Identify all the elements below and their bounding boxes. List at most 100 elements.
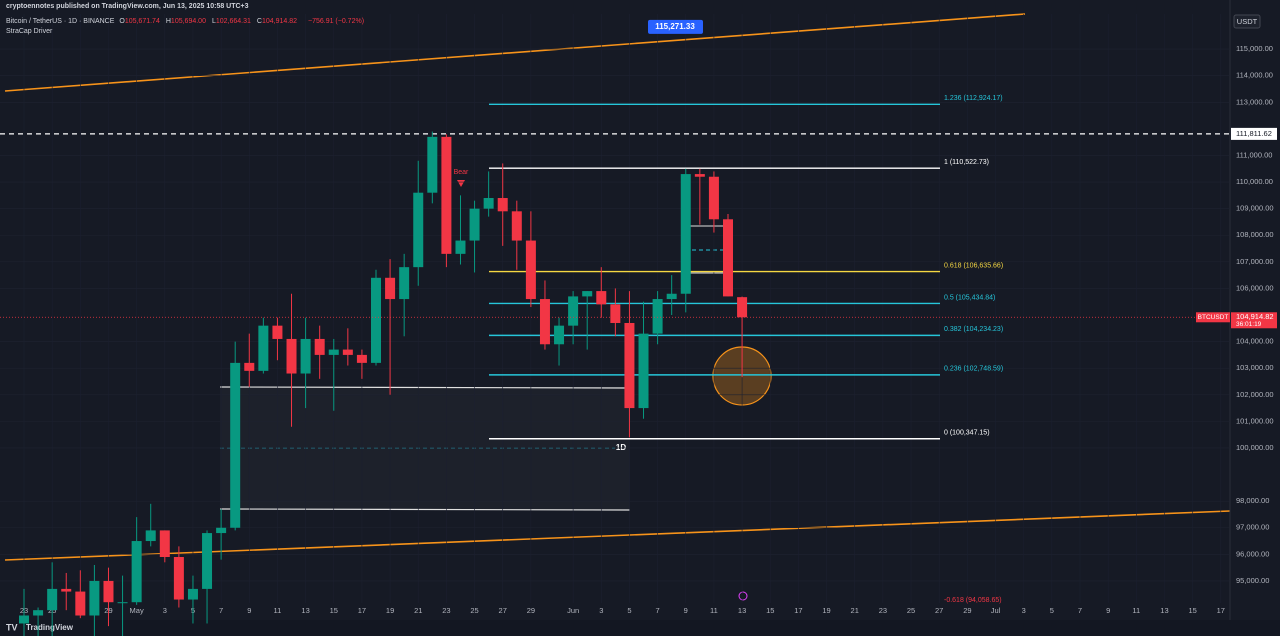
candle-body bbox=[483, 198, 494, 209]
x-tick-label: 23 bbox=[879, 606, 887, 615]
candle-body bbox=[145, 530, 156, 542]
x-tick-label: 25 bbox=[907, 606, 915, 615]
dashed-level-label: 111,811.62 bbox=[1236, 129, 1272, 138]
ohlc-key: C bbox=[256, 18, 262, 25]
x-tick-label: 9 bbox=[684, 606, 688, 615]
x-tick-label: 5 bbox=[1050, 606, 1054, 615]
candle-body bbox=[680, 174, 691, 294]
candle-body bbox=[737, 297, 748, 318]
candle-body bbox=[117, 602, 128, 604]
x-tick-label: 13 bbox=[1160, 606, 1168, 615]
dashed-level-tag bbox=[1231, 127, 1277, 140]
candle-body bbox=[300, 338, 311, 374]
x-tick-label: 11 bbox=[710, 606, 718, 615]
x-tick-label: 21 bbox=[851, 606, 859, 615]
candle-body bbox=[413, 192, 424, 268]
candle-body bbox=[131, 541, 142, 603]
change: −756.91 (−0.72%) bbox=[307, 18, 365, 25]
x-tick-label: 25 bbox=[470, 606, 478, 615]
x-tick-label: 19 bbox=[386, 606, 394, 615]
y-tick-label: 95,000.00 bbox=[1236, 576, 1269, 585]
ohlc-key: O bbox=[119, 18, 125, 25]
timeframe-label: 1D bbox=[616, 443, 626, 452]
candle-body bbox=[244, 362, 255, 371]
fib-label: 0.5 (105,434.84) bbox=[944, 294, 995, 301]
candle-body bbox=[554, 325, 565, 345]
y-tick-label: 104,000.00 bbox=[1236, 337, 1274, 346]
footer-bar bbox=[0, 620, 1280, 636]
bear-marker bbox=[457, 180, 465, 187]
fib-label: 0 (100,347.15) bbox=[944, 430, 990, 437]
y-tick-label: 108,000.00 bbox=[1236, 230, 1274, 239]
channel-tag bbox=[648, 19, 703, 34]
candle-body bbox=[638, 333, 649, 409]
x-tick-label: 7 bbox=[219, 606, 223, 615]
candle-body bbox=[342, 349, 353, 355]
ohlc-key: L bbox=[211, 18, 216, 25]
candle-body bbox=[47, 588, 58, 611]
x-tick-label: 11 bbox=[1132, 606, 1140, 615]
y-tick-label: 110,000.00 bbox=[1236, 177, 1273, 186]
y-tick-label: 100,000.00 bbox=[1236, 443, 1274, 452]
fib-label: 0.618 (106,635.66) bbox=[944, 262, 1003, 269]
footer-logo: TV bbox=[6, 622, 18, 632]
fib-label: -0.618 (94,058.65) bbox=[944, 597, 1002, 604]
candle-body bbox=[399, 267, 410, 300]
ohlc-value: 105,671.74 bbox=[124, 18, 160, 25]
y-tick-label: 113,000.00 bbox=[1236, 97, 1273, 106]
candle-body bbox=[385, 277, 396, 300]
x-tick-label: 13 bbox=[301, 606, 309, 615]
candle-body bbox=[202, 533, 213, 589]
candle-body bbox=[723, 219, 733, 297]
symbol-label: BTCUSDT bbox=[1198, 314, 1229, 321]
x-tick-label: May bbox=[130, 606, 144, 615]
bear-label: Bear bbox=[454, 169, 469, 176]
x-tick-label: 29 bbox=[963, 606, 971, 615]
fib-label: 1.236 (112,924.17) bbox=[944, 95, 1003, 102]
x-tick-label: 21 bbox=[414, 606, 422, 615]
indicator: StraCap Driver bbox=[6, 28, 53, 35]
fib-label: 1 (110,522.73) bbox=[944, 159, 989, 166]
symbol-tag bbox=[1196, 312, 1230, 323]
y-tick-label: 98,000.00 bbox=[1236, 496, 1269, 505]
candle-body bbox=[258, 325, 269, 371]
y-tick-label: 102,000.00 bbox=[1236, 390, 1274, 399]
candle-body bbox=[441, 136, 452, 254]
currency-box bbox=[1233, 14, 1261, 29]
footer-brand: TradingView bbox=[26, 623, 74, 632]
x-tick-label: 9 bbox=[247, 606, 251, 615]
candle-body bbox=[216, 527, 227, 534]
x-tick-label: 3 bbox=[1022, 606, 1026, 615]
candle-body bbox=[230, 362, 241, 528]
x-tick-label: 19 bbox=[822, 606, 830, 615]
candle-body bbox=[525, 240, 536, 300]
candle-body bbox=[652, 299, 663, 334]
x-tick-label: 3 bbox=[163, 606, 167, 615]
symbol: Bitcoin / TetherUS · 1D · BINANCE bbox=[6, 18, 115, 25]
x-tick-label: Jul bbox=[991, 606, 1001, 615]
candle-body bbox=[371, 277, 381, 363]
ohlc: O105,671.74 H105,694.00 L102,664.31 C104,91… bbox=[119, 18, 303, 25]
candle-body bbox=[455, 240, 466, 254]
event-icon bbox=[738, 591, 748, 601]
candle-body bbox=[356, 354, 367, 363]
last-price-label: 104,914.82 bbox=[1236, 312, 1274, 321]
channel-tag-label: 115,271.33 bbox=[655, 22, 695, 31]
candle-body bbox=[272, 325, 283, 339]
candle-body bbox=[708, 176, 719, 220]
y-tick-label: 103,000.00 bbox=[1236, 363, 1274, 372]
x-tick-label: 15 bbox=[330, 606, 338, 615]
y-tick-label: 115,000.00 bbox=[1236, 44, 1273, 53]
candle-body bbox=[497, 198, 508, 212]
x-tick-label: 17 bbox=[1217, 606, 1225, 615]
candle-body bbox=[694, 174, 705, 177]
candle-body bbox=[173, 556, 184, 600]
x-tick-label: 11 bbox=[274, 606, 282, 615]
countdown: 36:01:19 bbox=[1236, 321, 1262, 328]
candle-body bbox=[666, 293, 677, 300]
y-tick-label: 111,000.00 bbox=[1236, 150, 1272, 159]
ohlc-value: 104,914.82 bbox=[261, 18, 298, 25]
candle-body bbox=[328, 349, 339, 355]
